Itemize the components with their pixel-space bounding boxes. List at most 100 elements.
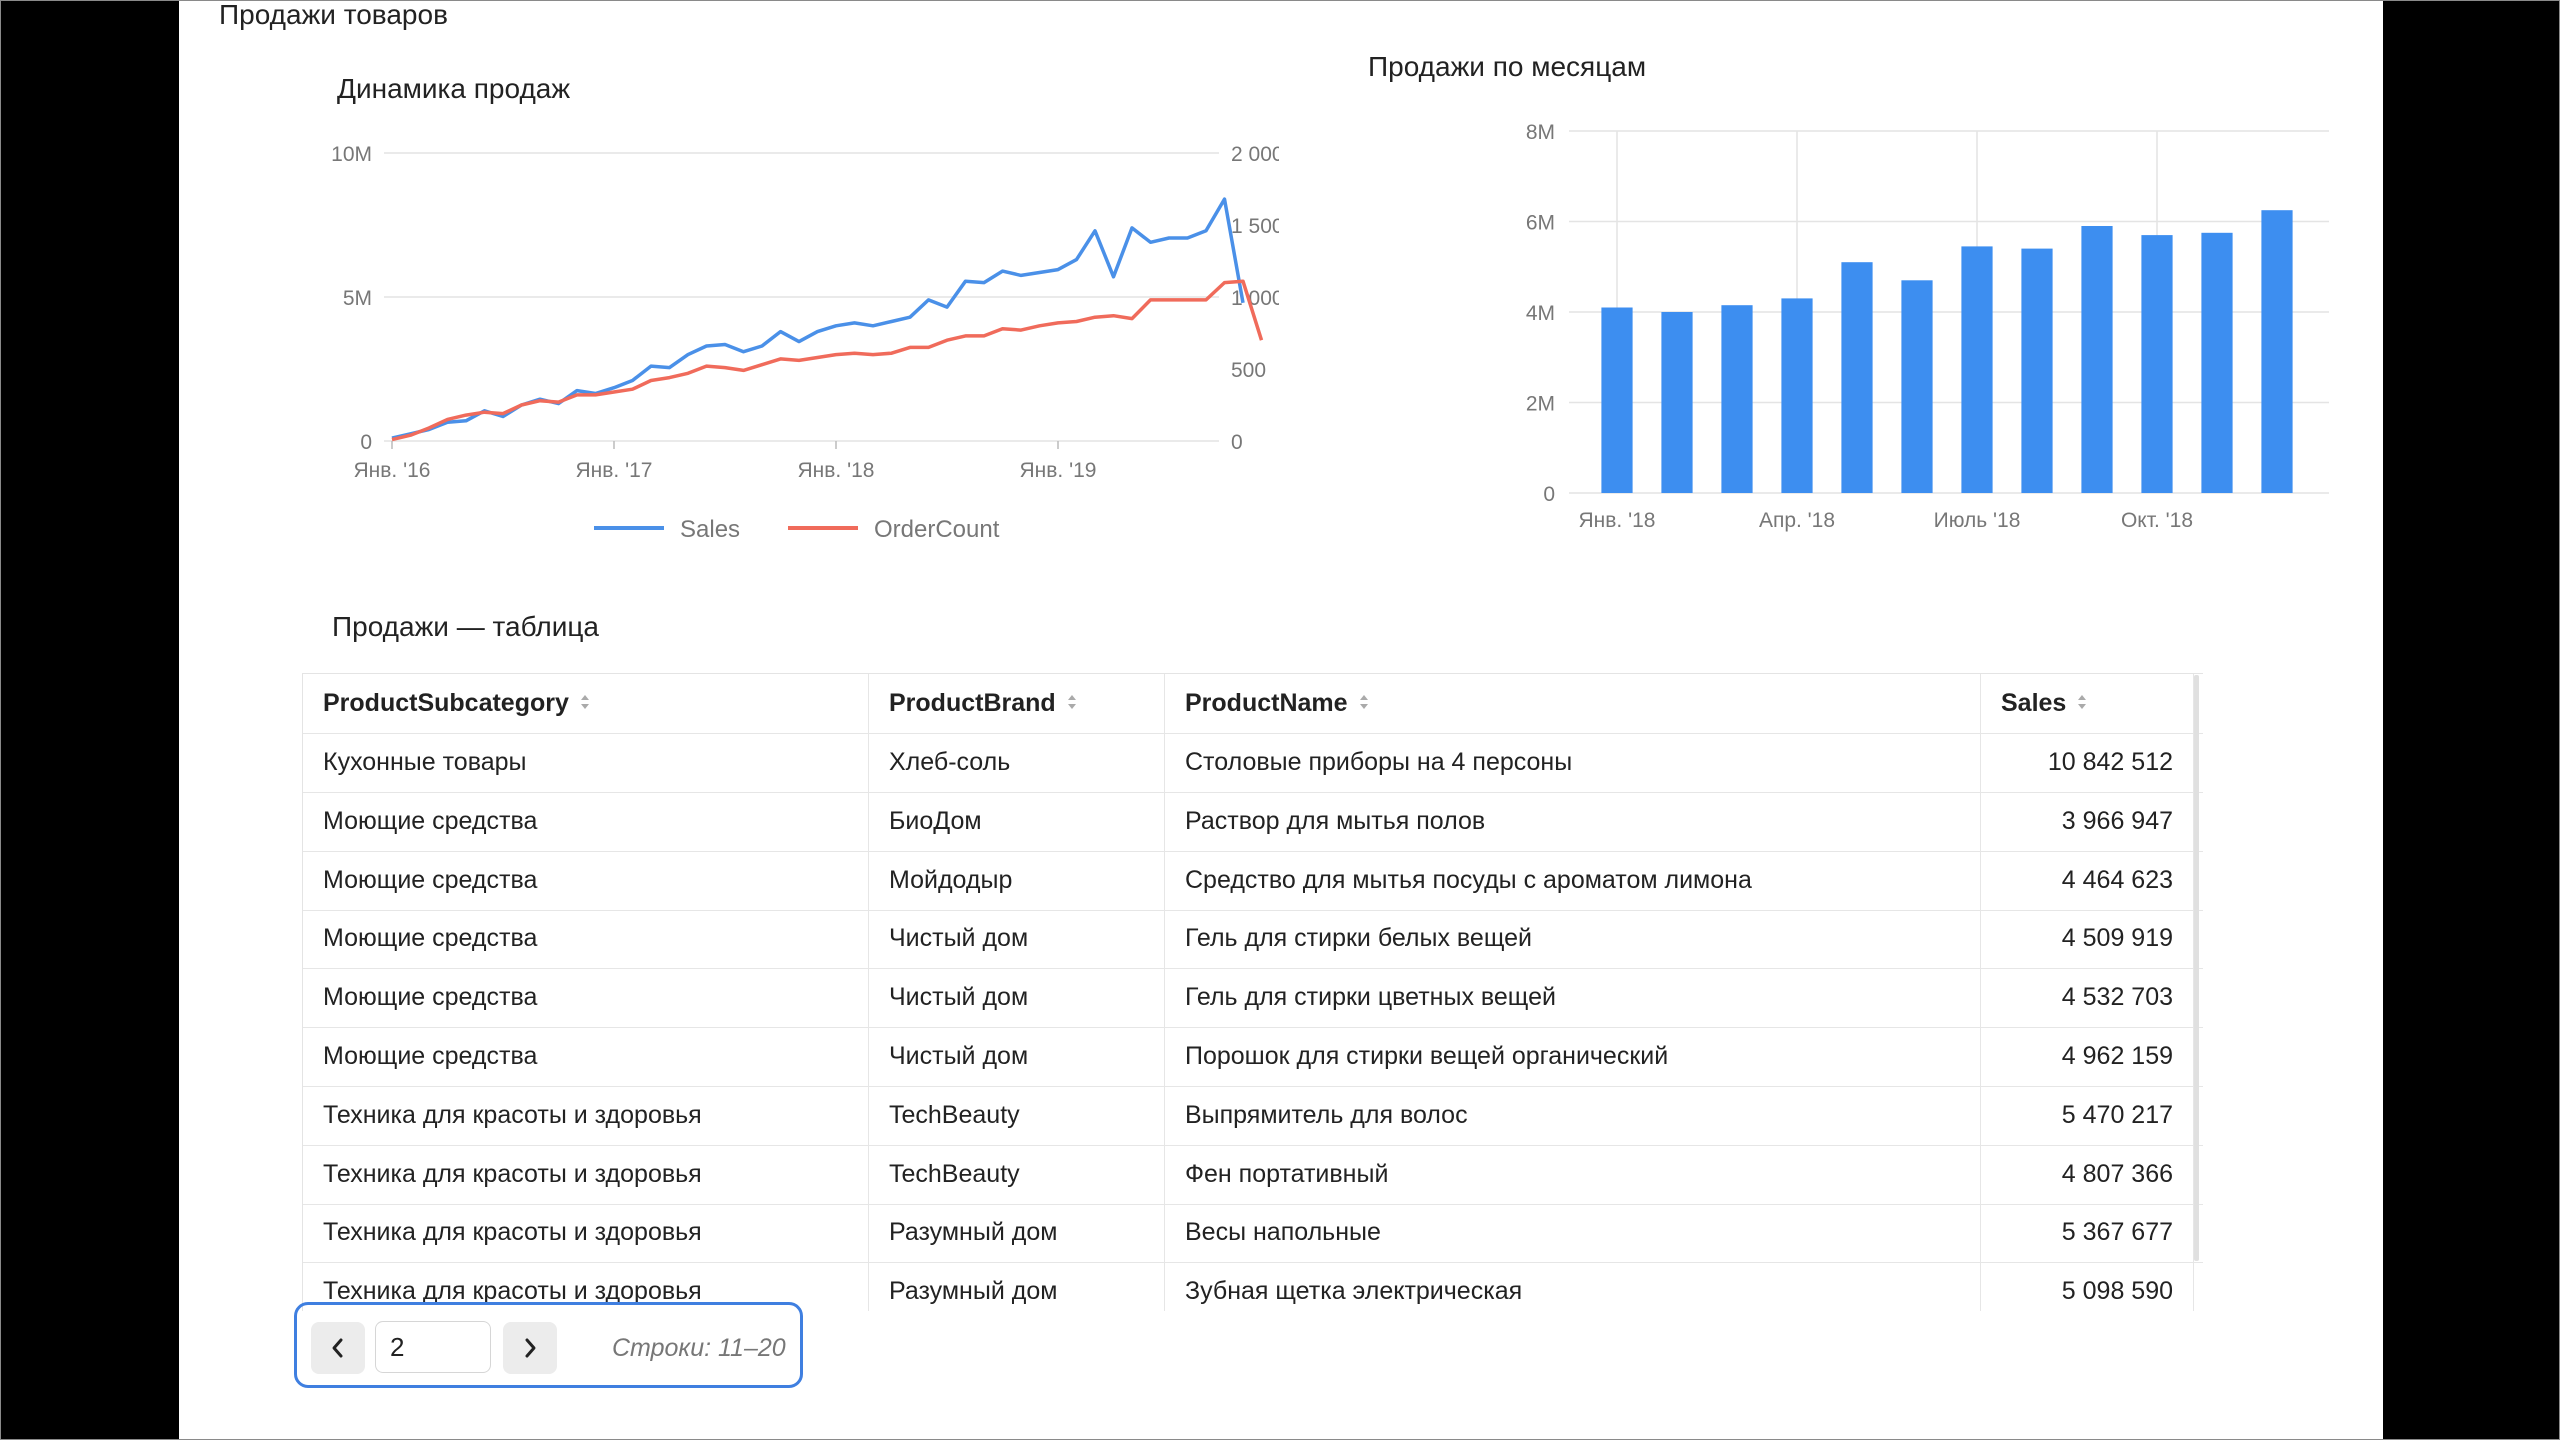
line-chart-y-right-tick: 1 000 [1231, 287, 1279, 310]
cell-sales: 5 367 677 [1981, 1203, 2194, 1263]
chevron-right-icon [525, 1338, 536, 1358]
cell-subcategory: Моющие средства [303, 1027, 869, 1086]
line-chart-y-left-tick: 10M [331, 143, 372, 166]
cell-product-name: Гель для стирки цветных вещей [1165, 968, 1981, 1028]
cell-brand: Чистый дом [869, 909, 1165, 969]
legend-item-ordercount: OrderCount [788, 516, 1000, 543]
cell-product-name: Весы напольные [1165, 1203, 1981, 1263]
dashboard-content: Продажи товаров Динамика продаж 0 5M 10M 0 5… [179, 1, 2383, 1439]
line-chart-x-tick: Янв. '18 [798, 459, 875, 482]
table-row: Моющие средства Чистый дом Порошок для сти… [303, 1027, 2203, 1087]
sales-table: ProductSubcategory ProductBrand ProductNam… [302, 673, 2203, 1311]
cell-subcategory: Моющие средства [303, 909, 869, 969]
cell-subcategory: Техника для красоты и здоровья [303, 1262, 869, 1311]
line-chart-y-left-tick: 5M [343, 287, 372, 310]
line-chart-y-left-tick: 0 [360, 431, 372, 454]
cell-subcategory: Техника для красоты и здоровья [303, 1085, 869, 1145]
bar-chart-y-tick: 8M [1526, 121, 1555, 144]
bar-chart-x-tick: Апр. '18 [1759, 509, 1835, 532]
bar-10 [2141, 235, 2173, 493]
pagination: Строки: 11–20 [294, 1302, 803, 1388]
cell-brand: БиоДом [869, 791, 1165, 851]
line-chart-title: Динамика продаж [337, 73, 571, 104]
sort-icon[interactable] [2076, 693, 2088, 711]
table-row: Кухонные товары Хлеб-соль Столовые приборы… [303, 733, 2203, 793]
column-header-brand[interactable]: ProductBrand [869, 674, 1165, 733]
cell-product-name: Гель для стирки белых вещей [1165, 909, 1981, 969]
left-letterbox [1, 1, 179, 1439]
page-number-input[interactable] [375, 1321, 491, 1373]
bar-5 [1841, 262, 1873, 493]
table-row: Моющие средства Чистый дом Гель для стирки… [303, 909, 2203, 970]
cell-brand: TechBeauty [869, 1144, 1165, 1204]
table-row: Техника для красоты и здоровья Разумный д… [303, 1262, 2203, 1311]
cell-brand: TechBeauty [869, 1085, 1165, 1145]
bar-chart: 0 2M 4M 6M 8M Янв. '18 Апр. '18 Июль '18 Окт. '1… [1526, 121, 2329, 532]
cell-sales: 4 807 366 [1981, 1144, 2194, 1204]
line-series-sales [391, 197, 1245, 440]
column-header-subcategory[interactable]: ProductSubcategory [303, 674, 869, 733]
bar-6 [1901, 280, 1933, 493]
table-row: Моющие средства Чистый дом Гель для стирки… [303, 968, 2203, 1029]
sort-icon[interactable] [1358, 693, 1370, 711]
column-header-sales[interactable]: Sales [1981, 674, 2194, 733]
table-header-row: ProductSubcategory ProductBrand ProductNam… [303, 674, 2203, 734]
bar-chart-y-tick: 6M [1526, 212, 1555, 235]
cell-sales: 10 842 512 [1981, 733, 2194, 792]
bar-chart-title: Продажи по месяцам [1368, 51, 1647, 82]
cell-sales: 4 509 919 [1981, 909, 2194, 969]
table-scrollbar[interactable] [2194, 675, 2199, 1261]
line-chart-y-right-tick: 0 [1231, 431, 1243, 454]
cell-subcategory: Моющие средства [303, 791, 869, 851]
cell-product-name: Столовые приборы на 4 персоны [1165, 733, 1981, 792]
bar-chart-y-tick: 0 [1543, 483, 1555, 506]
table-row: Моющие средства БиоДом Раствор для мытья п… [303, 791, 2203, 852]
bar-7 [1961, 246, 1993, 493]
bar-2 [1661, 312, 1693, 493]
line-series-ordercount [391, 279, 1264, 442]
sort-icon[interactable] [579, 693, 591, 711]
bar-chart-y-tick: 4M [1526, 302, 1555, 325]
cell-product-name: Зубная щетка электрическая [1165, 1262, 1981, 1311]
right-letterbox [2383, 1, 2559, 1439]
bar-chart-x-tick: Янв. '18 [1579, 509, 1656, 532]
bar-12 [2261, 210, 2293, 493]
line-chart: 0 5M 10M 0 500 1 000 1 500 2 000 Янв. '16 Янв. '1… [331, 143, 1279, 543]
cell-subcategory: Техника для красоты и здоровья [303, 1144, 869, 1204]
bar-8 [2021, 248, 2053, 493]
cell-subcategory: Моющие средства [303, 968, 869, 1028]
line-chart-y-right-tick: 500 [1231, 359, 1266, 382]
prev-page-button[interactable] [311, 1322, 365, 1374]
next-page-button[interactable] [503, 1322, 557, 1374]
cell-product-name: Выпрямитель для волос [1165, 1085, 1981, 1145]
bar-9 [2081, 226, 2113, 493]
cell-subcategory: Кухонные товары [303, 733, 869, 792]
line-chart-y-right-tick: 1 500 [1231, 215, 1279, 238]
column-header-label: ProductSubcategory [323, 689, 569, 717]
bar-4 [1781, 298, 1813, 493]
sort-icon[interactable] [1066, 693, 1078, 711]
cell-product-name: Порошок для стирки вещей органический [1165, 1027, 1981, 1086]
cell-brand: Мойдодыр [869, 850, 1165, 910]
cell-brand: Разумный дом [869, 1203, 1165, 1263]
column-header-product-name[interactable]: ProductName [1165, 674, 1981, 733]
cell-sales: 3 966 947 [1981, 791, 2194, 851]
column-header-label: ProductName [1185, 689, 1348, 717]
bar-chart-y-tick: 2M [1526, 393, 1555, 416]
cell-product-name: Средство для мытья посуды с ароматом лим… [1165, 850, 1981, 910]
cell-subcategory: Моющие средства [303, 850, 869, 910]
cell-sales: 4 962 159 [1981, 1027, 2194, 1086]
legend-label-ordercount: OrderCount [874, 516, 1000, 543]
bar-11 [2201, 232, 2233, 494]
line-chart-x-tick: Янв. '19 [1020, 459, 1097, 482]
table-row: Техника для красоты и здоровья Разумный д… [303, 1203, 2203, 1264]
cell-brand: Чистый дом [869, 968, 1165, 1028]
cell-product-name: Фен портативный [1165, 1144, 1981, 1204]
cell-sales: 4 464 623 [1981, 850, 2194, 910]
cell-sales: 5 098 590 [1981, 1262, 2194, 1311]
column-header-label: Sales [2001, 689, 2067, 717]
cell-brand: Чистый дом [869, 1027, 1165, 1086]
cell-brand: Хлеб-соль [869, 733, 1165, 792]
line-chart-x-tick: Янв. '17 [576, 459, 653, 482]
